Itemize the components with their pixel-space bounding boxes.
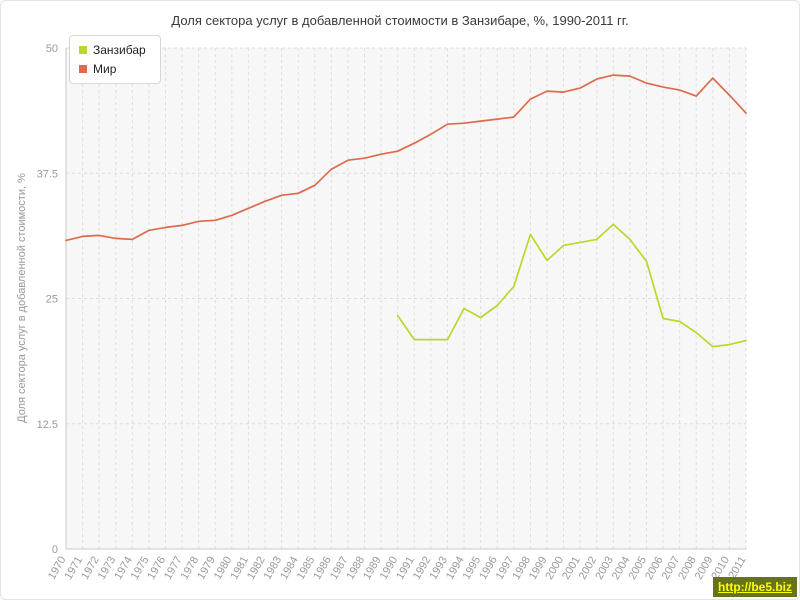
legend-item-1[interactable]: Мир: [79, 62, 146, 76]
y-tick-label: 12.5: [37, 419, 58, 431]
legend-marker-icon: [79, 65, 87, 73]
legend-label: Мир: [93, 62, 117, 76]
watermark-link[interactable]: http://be5.biz: [718, 580, 792, 594]
legend-label: Занзибар: [93, 43, 146, 57]
watermark-badge: http://be5.biz: [713, 577, 797, 597]
chart-legend: Занзибар Мир: [69, 35, 161, 84]
y-tick-label: 50: [46, 43, 58, 55]
y-tick-label: 0: [52, 544, 58, 556]
y-tick-label: 37.5: [37, 168, 58, 180]
y-tick-label: 25: [46, 294, 58, 306]
series-line-0: [396, 223, 747, 348]
legend-marker-icon: [79, 46, 87, 54]
chart-title: Доля сектора услуг в добавленной стоимос…: [171, 13, 629, 28]
series-line-1: [65, 74, 747, 242]
legend-item-0[interactable]: Занзибар: [79, 43, 146, 57]
